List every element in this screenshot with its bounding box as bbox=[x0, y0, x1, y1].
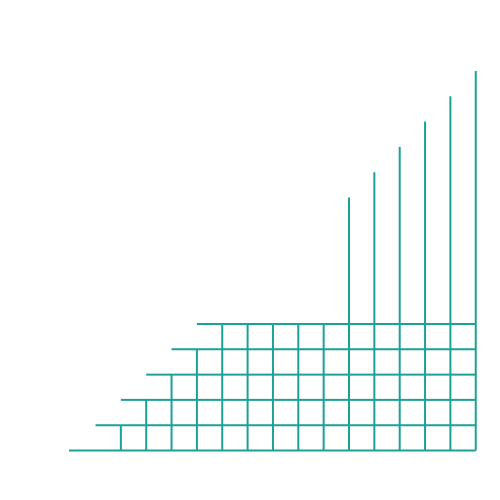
diagram-lines bbox=[69, 71, 477, 452]
